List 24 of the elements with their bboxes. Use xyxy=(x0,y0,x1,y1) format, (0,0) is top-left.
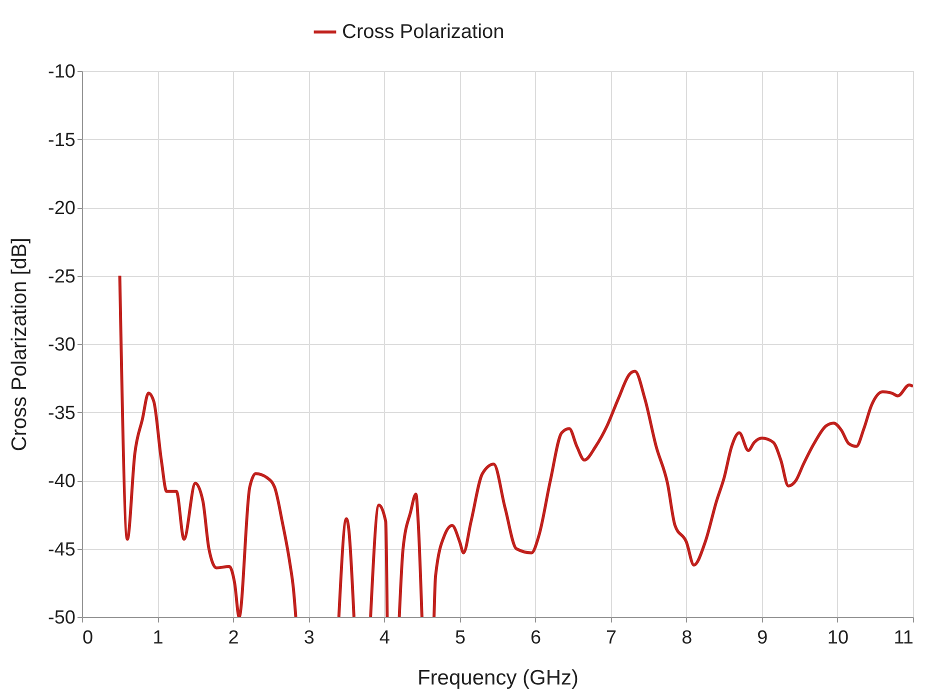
x-tick-label: 11 xyxy=(894,628,914,648)
x-tick-label: 6 xyxy=(530,628,542,648)
x-tick-label: 9 xyxy=(757,628,768,648)
x-tick-label: 2 xyxy=(228,628,239,648)
y-tick-label: -40 xyxy=(48,471,76,492)
x-tick-label: 0 xyxy=(82,628,94,648)
x-tick-label: 8 xyxy=(682,628,692,648)
y-tick-label: -15 xyxy=(48,130,76,151)
x-tick-label: 3 xyxy=(304,628,314,648)
x-tick-label: 7 xyxy=(606,628,617,648)
x-tick-label: 5 xyxy=(454,628,466,648)
y-tick-label: -45 xyxy=(48,539,76,560)
y-tick-label: -20 xyxy=(48,198,76,219)
legend-label: Cross Polarization xyxy=(342,21,504,43)
y-tick-label: -30 xyxy=(48,334,76,356)
y-tick-label: -10 xyxy=(48,62,76,82)
y-tick-label: -25 xyxy=(48,266,76,288)
y-tick-label: -35 xyxy=(48,402,76,424)
y-tick-label: -50 xyxy=(48,608,76,628)
x-tick-label: 10 xyxy=(827,628,849,648)
y-axis-title: Cross Polarization [dB] xyxy=(8,238,32,452)
x-tick-label: 4 xyxy=(379,628,390,648)
x-tick-label: 1 xyxy=(152,628,164,648)
x-axis-title: Frequency (GHz) xyxy=(417,666,579,690)
